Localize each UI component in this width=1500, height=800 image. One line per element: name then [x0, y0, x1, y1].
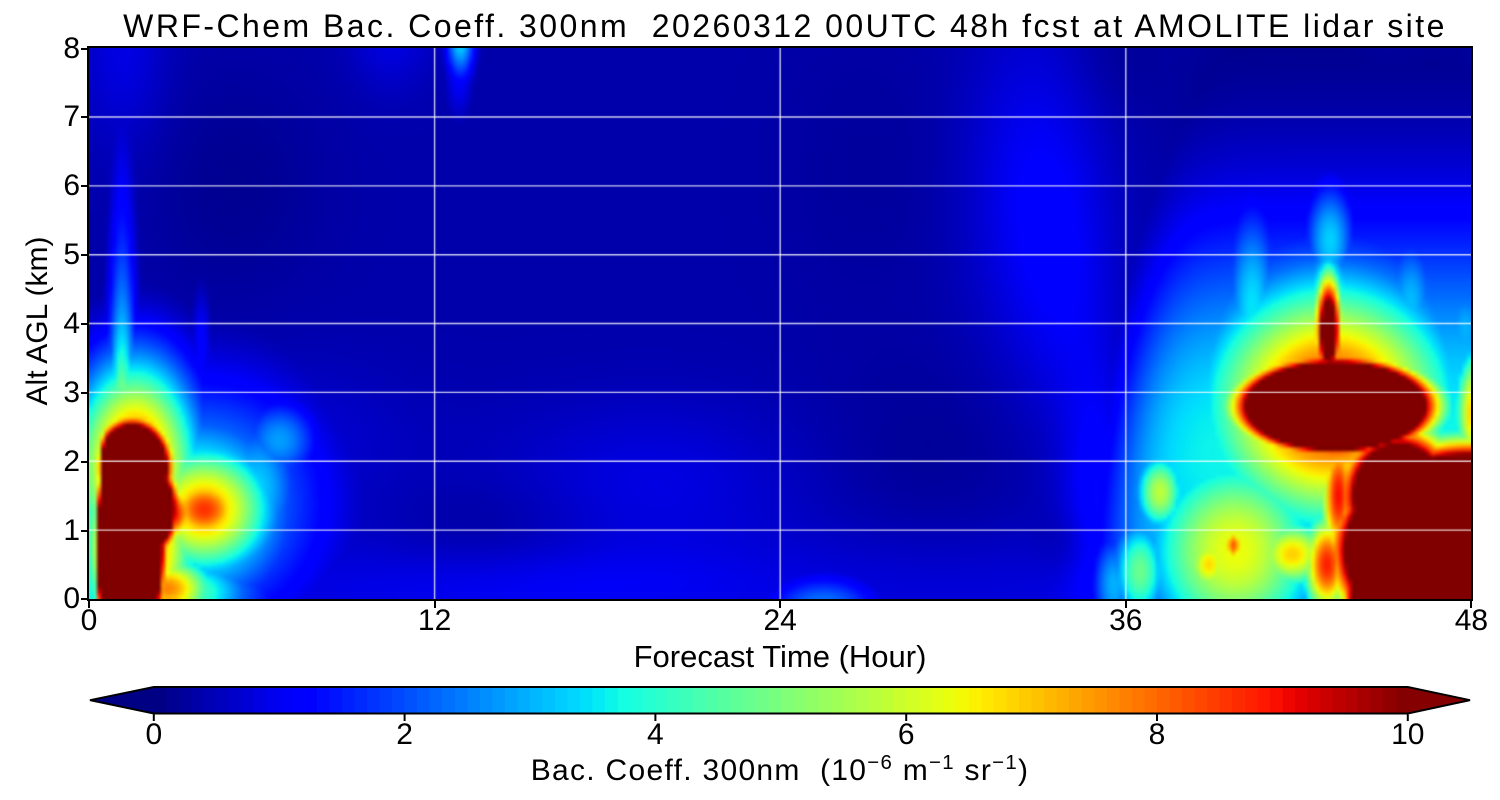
svg-text:10: 10: [1391, 718, 1424, 751]
svg-text:6: 6: [898, 718, 915, 751]
svg-text:2: 2: [396, 718, 413, 751]
svg-text:4: 4: [647, 718, 664, 751]
svg-text:0: 0: [145, 718, 162, 751]
svg-text:8: 8: [1149, 718, 1166, 751]
